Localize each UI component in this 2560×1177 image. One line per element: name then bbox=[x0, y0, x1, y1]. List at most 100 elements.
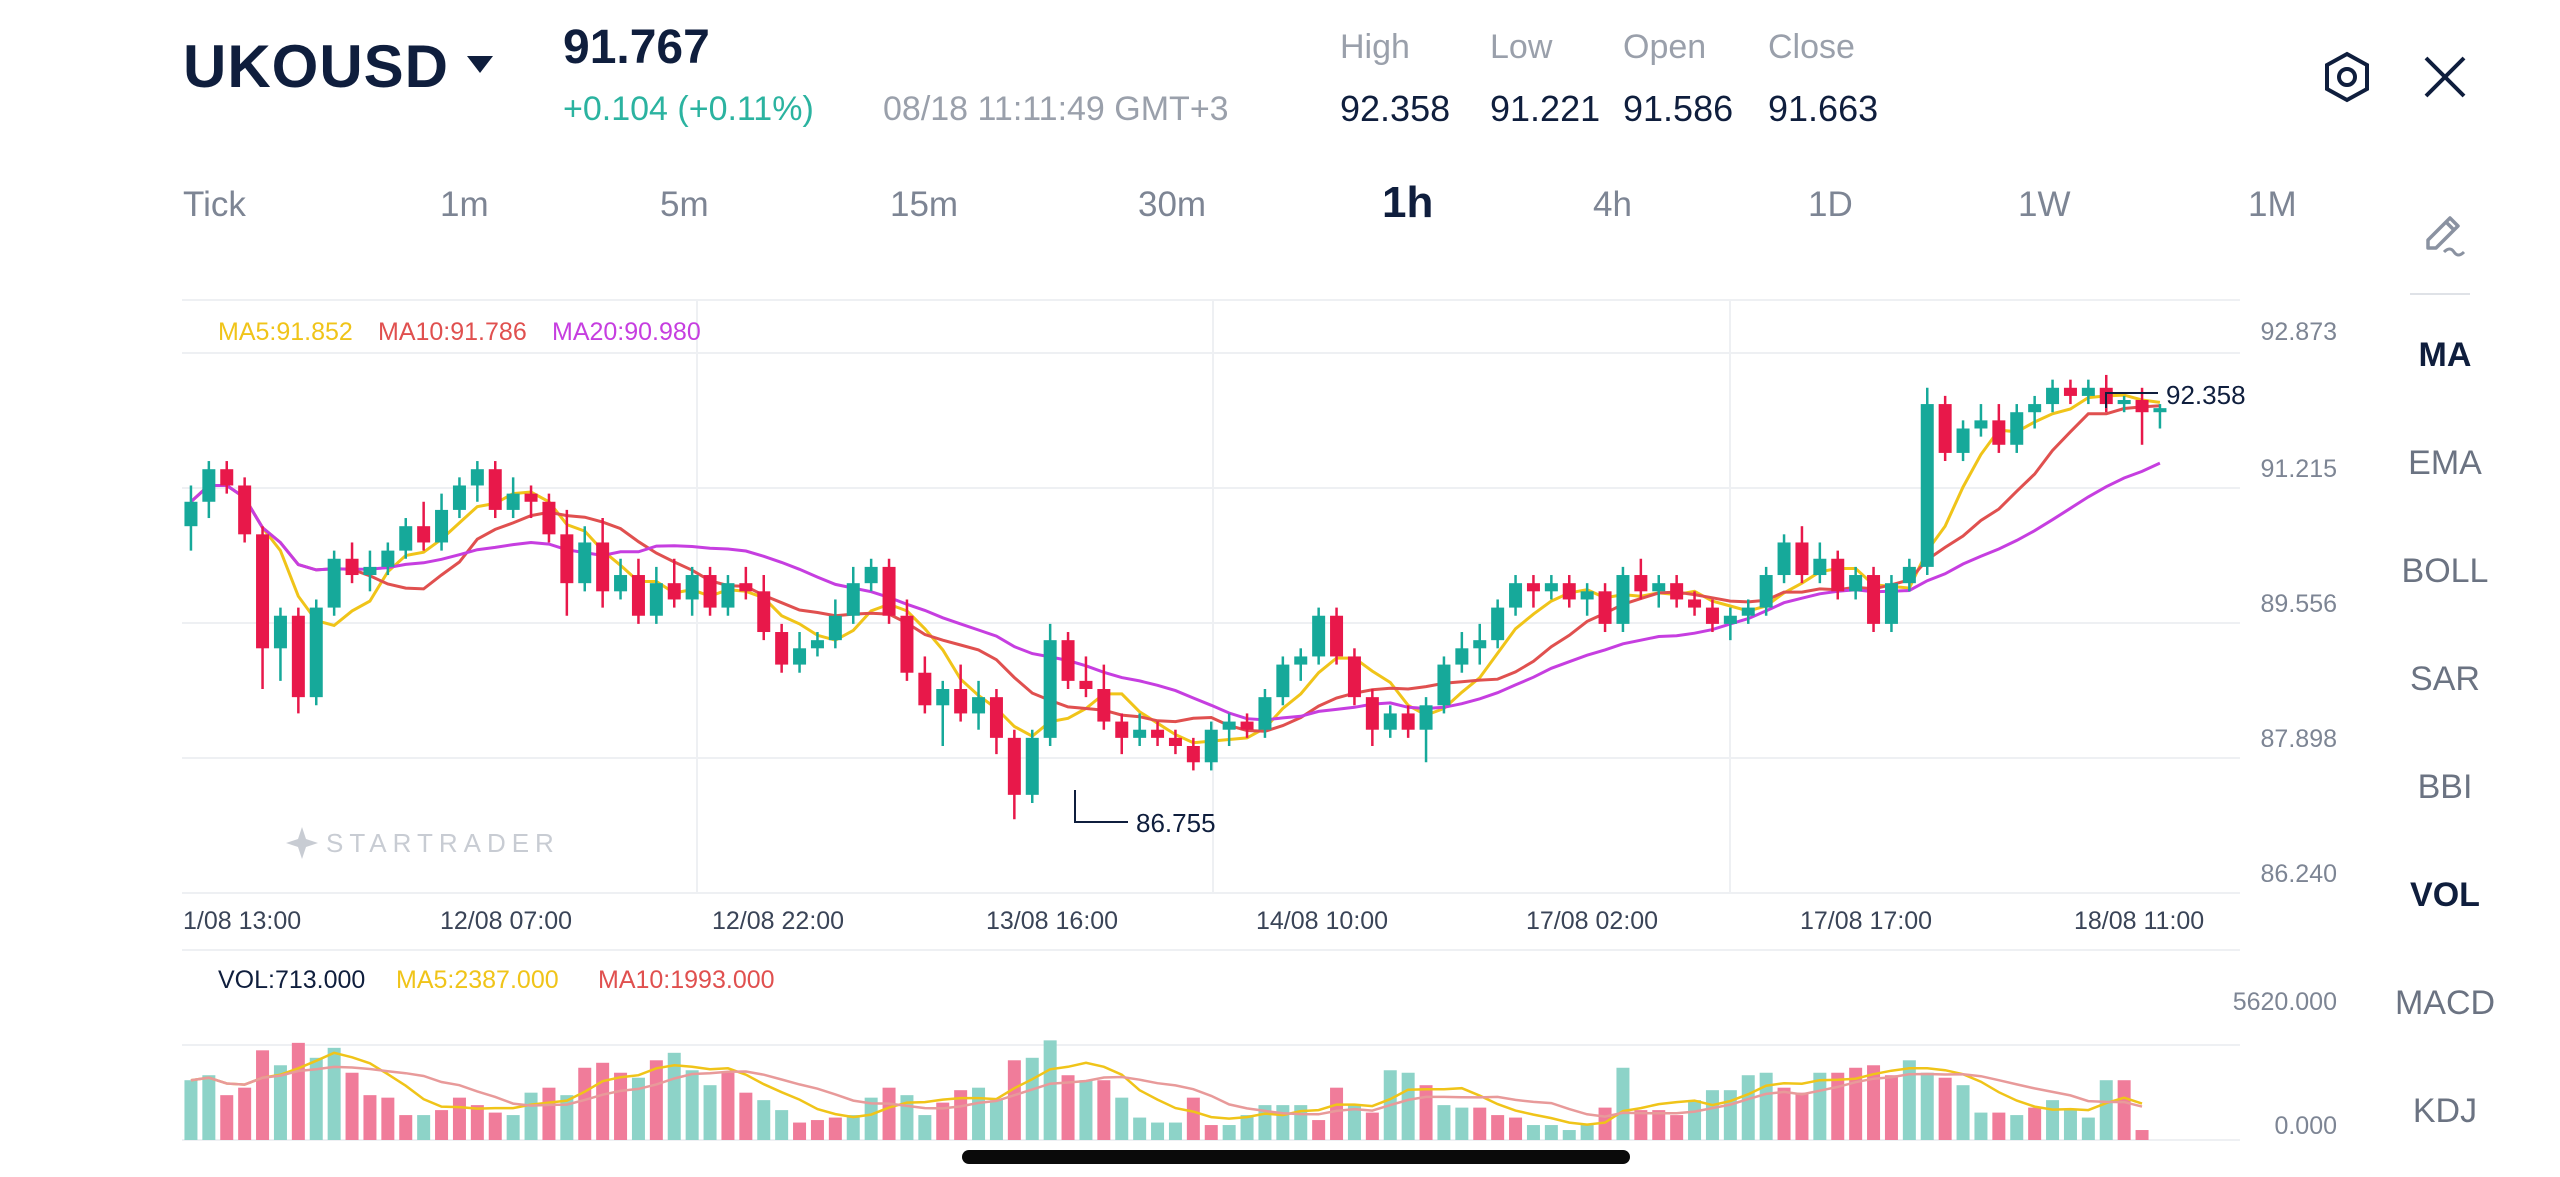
volume-bar bbox=[1401, 1072, 1415, 1140]
candles bbox=[184, 374, 2167, 820]
price-tick: 92.873 bbox=[2260, 318, 2337, 346]
volume-bar bbox=[1884, 1075, 1898, 1140]
quote-timestamp: 08/18 11:11:49 GMT+3 bbox=[883, 90, 1229, 128]
volume-bar bbox=[1938, 1077, 1952, 1140]
volume-bar bbox=[1222, 1125, 1236, 1140]
indicator-bbi[interactable]: BBI bbox=[2417, 768, 2473, 806]
volume-bar bbox=[667, 1052, 681, 1140]
volume-bar bbox=[2081, 1117, 2095, 1140]
volume-bar bbox=[1347, 1105, 1361, 1140]
candle-body bbox=[1544, 583, 1558, 592]
volume-bar bbox=[256, 1050, 270, 1140]
volume-ma-lines bbox=[190, 1051, 2143, 1126]
candle-body bbox=[1849, 575, 1863, 592]
volume-bar bbox=[1186, 1097, 1200, 1140]
volume-bar bbox=[2010, 1115, 2024, 1140]
candle-body bbox=[846, 583, 860, 616]
candle-body bbox=[1634, 575, 1648, 592]
candle-body bbox=[2153, 408, 2167, 413]
volume-bar bbox=[1956, 1085, 1970, 1140]
indicator-ma[interactable]: MA bbox=[2418, 336, 2472, 374]
volume-bar bbox=[560, 1095, 574, 1140]
candle-body bbox=[1312, 615, 1326, 657]
volume-bar bbox=[1312, 1120, 1326, 1140]
candle-body bbox=[1795, 542, 1809, 576]
indicator-boll[interactable]: BOLL bbox=[2401, 552, 2489, 590]
tab-5m[interactable]: 5m bbox=[660, 185, 709, 224]
candle-body bbox=[452, 485, 466, 510]
candle-body bbox=[560, 534, 574, 584]
volume-bar bbox=[1849, 1067, 1863, 1140]
candle-body bbox=[291, 615, 305, 698]
candle-body bbox=[1688, 599, 1702, 608]
tab-1mo[interactable]: 1M bbox=[2248, 185, 2297, 224]
volume-bar bbox=[1097, 1080, 1111, 1140]
volume-bar bbox=[1240, 1115, 1254, 1140]
candle-body bbox=[1705, 607, 1719, 624]
tab-30m[interactable]: 30m bbox=[1138, 185, 1207, 224]
tab-1w[interactable]: 1W bbox=[2018, 185, 2071, 224]
candle-body bbox=[614, 575, 628, 592]
candle-body bbox=[1455, 648, 1469, 665]
time-tick: 14/08 10:00 bbox=[1256, 907, 1389, 935]
candle-body bbox=[1401, 713, 1415, 730]
candle-body bbox=[667, 583, 681, 600]
volume-bar bbox=[1562, 1130, 1576, 1140]
indicator-sar[interactable]: SAR bbox=[2410, 660, 2480, 698]
volume-bar bbox=[2117, 1080, 2131, 1140]
candle-body bbox=[1580, 591, 1594, 600]
volume-bar bbox=[506, 1115, 520, 1140]
candle-body bbox=[1598, 591, 1612, 624]
close-icon[interactable] bbox=[2420, 52, 2470, 102]
candle-body bbox=[775, 632, 789, 665]
drawing-pencil-icon[interactable] bbox=[2418, 210, 2468, 260]
vol-legend: VOL:713.000 bbox=[218, 966, 366, 994]
tab-4h[interactable]: 4h bbox=[1593, 185, 1632, 224]
caret-down-icon[interactable] bbox=[467, 56, 493, 73]
close-label: Close bbox=[1768, 28, 1855, 66]
indicator-kdj[interactable]: KDJ bbox=[2412, 1092, 2478, 1130]
candle-body bbox=[703, 575, 717, 608]
volume-bar bbox=[327, 1047, 341, 1140]
tab-tick[interactable]: Tick bbox=[183, 185, 246, 224]
candle-body bbox=[1294, 656, 1308, 665]
volume-bar bbox=[1115, 1097, 1129, 1140]
low-label: Low bbox=[1490, 28, 1553, 66]
tab-1h[interactable]: 1h bbox=[1382, 178, 1434, 227]
tab-1d[interactable]: 1D bbox=[1808, 185, 1853, 224]
volume-bar bbox=[1061, 1075, 1075, 1140]
candle-body bbox=[1526, 583, 1540, 592]
candle-body bbox=[1186, 745, 1200, 763]
open-value: 91.586 bbox=[1623, 88, 1734, 129]
candle-body bbox=[1509, 583, 1523, 608]
volume-bar bbox=[614, 1072, 628, 1140]
tab-1m[interactable]: 1m bbox=[440, 185, 489, 224]
indicator-ema[interactable]: EMA bbox=[2408, 444, 2482, 482]
indicator-vol[interactable]: VOL bbox=[2410, 876, 2480, 914]
watermark-text: STARTRADER bbox=[326, 828, 560, 858]
candle-body bbox=[399, 526, 413, 551]
indicator-macd[interactable]: MACD bbox=[2394, 984, 2496, 1022]
volume-bar bbox=[1151, 1122, 1165, 1140]
high-value: 92.358 bbox=[1340, 88, 1451, 129]
candle-body bbox=[1723, 615, 1737, 624]
candle-body bbox=[649, 583, 663, 616]
candle-body bbox=[488, 469, 502, 510]
settings-hexagon-icon[interactable] bbox=[2322, 50, 2372, 104]
tab-15m[interactable]: 15m bbox=[890, 185, 959, 224]
candle-body bbox=[1222, 721, 1236, 730]
candle-body bbox=[220, 469, 234, 486]
candle-body bbox=[506, 493, 520, 510]
symbol-selector[interactable]: UKOUSD bbox=[183, 33, 450, 100]
candle-body bbox=[1276, 664, 1290, 698]
home-indicator[interactable] bbox=[962, 1150, 1630, 1164]
candle-body bbox=[1813, 558, 1827, 576]
volume-bar bbox=[578, 1067, 592, 1140]
candle-body bbox=[828, 615, 842, 641]
candle-body bbox=[793, 648, 807, 665]
volume-bar bbox=[1580, 1125, 1594, 1140]
side-divider bbox=[2410, 293, 2470, 295]
volume-bar bbox=[1795, 1092, 1809, 1140]
candle-body bbox=[918, 672, 932, 706]
